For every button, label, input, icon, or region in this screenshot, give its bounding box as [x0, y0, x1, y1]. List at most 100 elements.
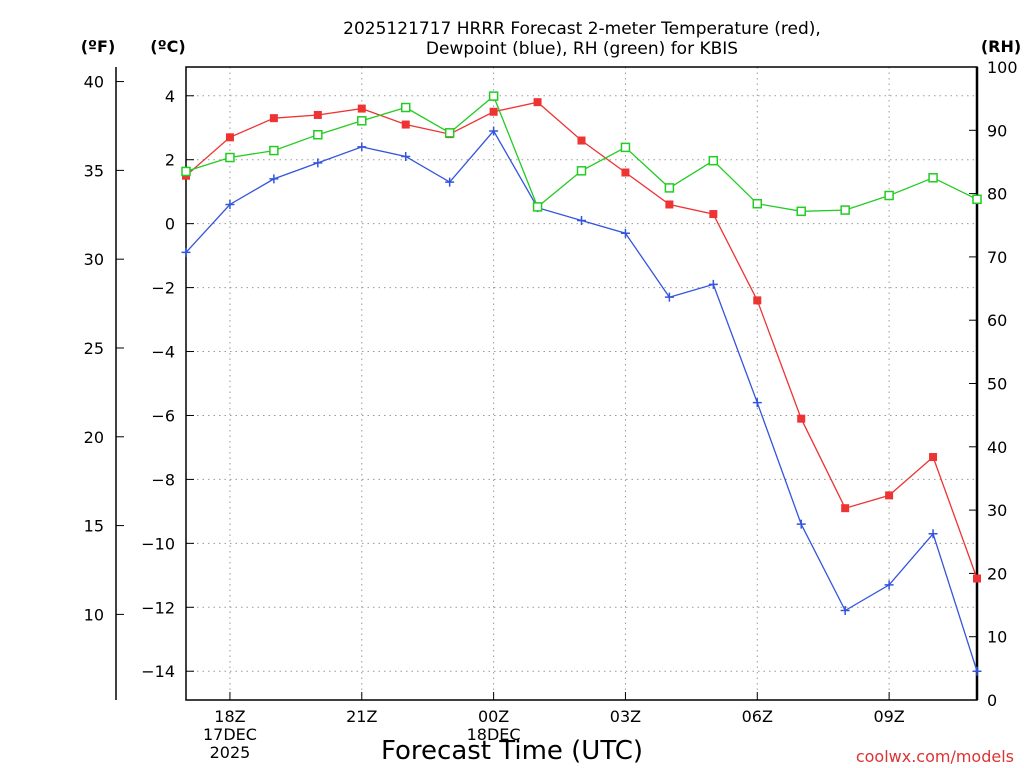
data-series [181, 91, 982, 676]
x-tick-label: 2025 [210, 743, 251, 762]
x-tick-label: 03Z [610, 707, 641, 726]
x-tick-label: 17DEC [203, 725, 257, 744]
temperature-point [489, 107, 498, 116]
rh-point [752, 198, 763, 209]
fahrenheit-tick-label: 10 [84, 605, 104, 624]
temperature-point [665, 200, 674, 209]
dewpoint-point [840, 605, 850, 615]
temperature-point [841, 504, 850, 513]
dewpoint-point [928, 529, 938, 539]
dewpoint-point [577, 215, 586, 225]
rh-tick-label: 70 [987, 248, 1007, 267]
rh-point [664, 183, 675, 193]
dewpoint-point [401, 152, 411, 162]
dewpoint-point [752, 398, 762, 408]
dewpoint-series-line [185, 129, 978, 672]
temperature-point [269, 114, 278, 123]
rh-tick-label: 60 [987, 311, 1007, 330]
temperature-point [621, 168, 630, 177]
rh-point [313, 129, 323, 140]
x-tick-label: 18Z [214, 707, 245, 726]
temperature-point [401, 120, 410, 129]
fahrenheit-tick-label: 20 [84, 428, 104, 447]
temperature-point [973, 574, 981, 583]
dewpoint-point [225, 199, 235, 209]
dewpoint-point [313, 158, 323, 168]
rh-point [444, 128, 455, 138]
rh-tick-label: 30 [987, 501, 1007, 520]
fahrenheit-tick-label: 35 [84, 161, 104, 180]
fahrenheit-tick-label: 40 [84, 73, 104, 92]
dewpoint-point [489, 126, 499, 136]
rh-point [269, 145, 279, 156]
dewpoint-point [445, 177, 455, 187]
celsius-tick-label: −14 [141, 662, 175, 681]
celsius-tick-label: −4 [151, 343, 175, 362]
plot-frame [185, 66, 978, 701]
chart-title-line-1: 2025121717 HRRR Forecast 2-meter Tempera… [343, 19, 821, 39]
fahrenheit-tick-label: 25 [84, 339, 104, 358]
rh-tick-label: 40 [987, 438, 1007, 457]
rh-point [576, 166, 587, 176]
temperature-point [225, 133, 234, 142]
celsius-tick-label: 2 [165, 151, 175, 170]
rh-point [840, 205, 850, 215]
dewpoint-point [269, 174, 279, 184]
temperature-point [709, 210, 718, 219]
celsius-tick-label: −8 [151, 470, 175, 489]
celsius-tick-label: −10 [141, 534, 175, 553]
rh-point [400, 102, 411, 113]
rh-unit-label: (RH) [981, 37, 1021, 56]
rh-point [357, 116, 367, 126]
temperature-point [313, 110, 322, 119]
x-tick-label: 09Z [873, 707, 904, 726]
axes [115, 66, 979, 701]
rh-point [620, 142, 631, 153]
rh-tick-label: 90 [987, 121, 1007, 140]
celsius-unit-label: (ºC) [150, 37, 185, 56]
temperature-point [577, 136, 586, 145]
grid-lines [186, 67, 977, 700]
rh-point [488, 91, 499, 101]
dewpoint-point [664, 292, 674, 302]
dewpoint-point [620, 228, 630, 238]
x-axis-label: Forecast Time (UTC) [381, 736, 643, 766]
celsius-tick-label: 0 [165, 215, 175, 234]
fahrenheit-tick-label: 15 [84, 517, 104, 536]
rh-point [181, 166, 191, 177]
chart-title-line-2: Dewpoint (blue), RH (green) for KBIS [426, 39, 738, 59]
dewpoint-point [972, 666, 982, 676]
credit-label: coolwx.com/models [856, 747, 1014, 766]
rh-point [972, 194, 982, 205]
x-tick-label: 18DEC [467, 725, 521, 744]
celsius-tick-label: −6 [151, 406, 175, 425]
rh-point [708, 155, 719, 166]
dewpoint-point [796, 519, 806, 529]
x-tick-label: 06Z [742, 707, 773, 726]
celsius-tick-label: −2 [151, 279, 175, 298]
rh-series-line [185, 95, 978, 212]
rh-point [884, 190, 894, 201]
x-tick-label: 00Z [478, 707, 509, 726]
dewpoint-point [708, 279, 718, 289]
x-tick-label: 21Z [346, 707, 377, 726]
celsius-tick-label: −12 [141, 598, 175, 617]
celsius-tick-label: 4 [165, 87, 175, 106]
fahrenheit-tick-label: 30 [84, 250, 104, 269]
temperature-point [885, 491, 894, 500]
dewpoint-point [357, 142, 367, 152]
temperature-point [357, 104, 366, 113]
temperature-point [797, 414, 806, 423]
rh-point [928, 173, 938, 183]
rh-tick-label: 20 [987, 564, 1007, 583]
temperature-point [533, 98, 542, 107]
rh-tick-label: 50 [987, 375, 1007, 394]
dewpoint-point [181, 247, 191, 257]
temperature-point [929, 453, 938, 462]
rh-tick-label: 100 [987, 58, 1018, 77]
rh-tick-label: 0 [987, 691, 997, 710]
rh-point [532, 202, 543, 212]
rh-tick-label: 80 [987, 185, 1007, 204]
rh-point [225, 152, 235, 163]
